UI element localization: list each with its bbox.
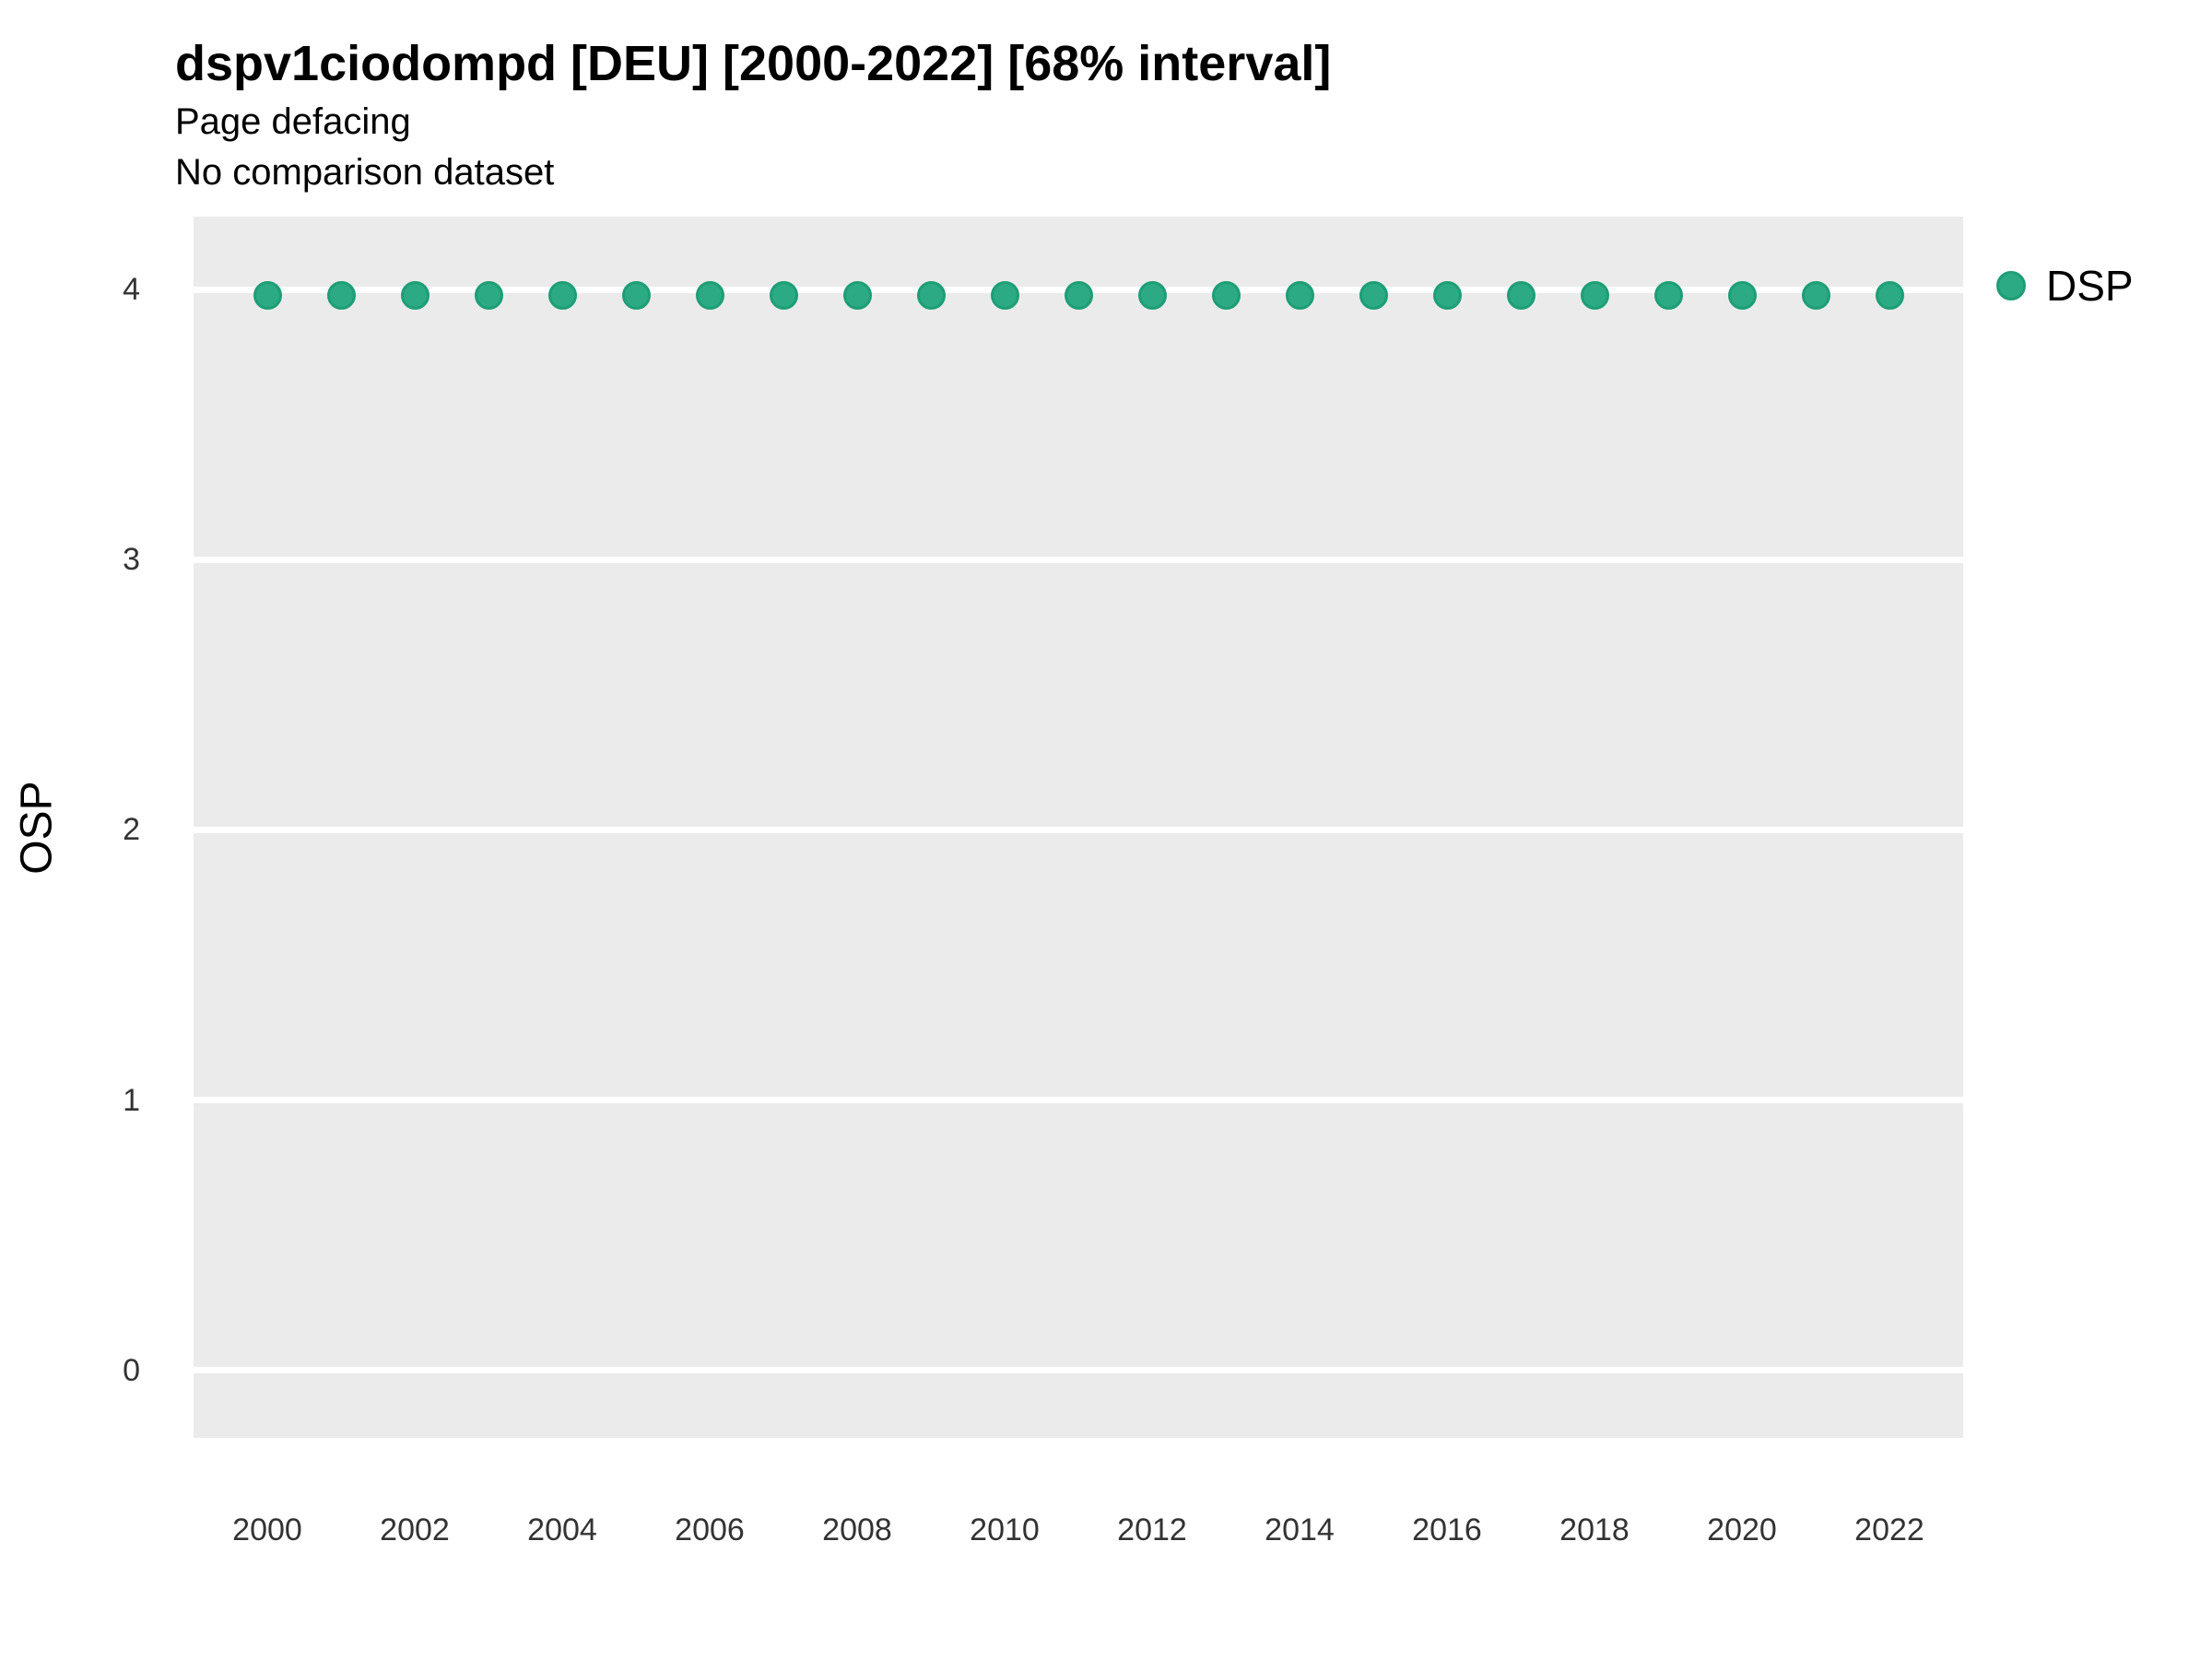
y-tick-label: 4 [123,272,140,308]
x-tick-label: 2018 [1559,1512,1630,1547]
x-tick-label: 2008 [822,1512,892,1547]
gridline-y-0 [194,1367,1963,1374]
data-point-2009 [916,280,946,310]
x-tick-label: 2010 [970,1512,1040,1547]
data-point-2006 [695,280,724,310]
legend: DSP [1996,261,2134,311]
data-point-2005 [621,280,651,310]
data-point-2018 [1580,280,1609,310]
legend-point-icon [1996,271,2026,300]
data-point-2001 [326,280,356,310]
y-tick-label: 2 [123,812,140,848]
x-tick-label: 2000 [232,1512,302,1547]
x-tick-label: 2014 [1265,1512,1335,1547]
x-tick-label: 2022 [1854,1512,1924,1547]
data-point-2015 [1359,280,1388,310]
data-point-2021 [1801,280,1830,310]
data-point-2017 [1506,280,1535,310]
data-point-2008 [842,280,872,310]
legend-label: DSP [2046,262,2134,310]
x-tick-label: 2004 [527,1512,597,1547]
gridline-y-2 [194,826,1963,833]
x-tick-label: 2006 [675,1512,745,1547]
data-point-2020 [1727,280,1757,310]
x-tick-label: 2016 [1412,1512,1482,1547]
data-point-2003 [474,280,503,310]
data-point-2011 [1064,280,1093,310]
y-tick-label: 1 [123,1082,140,1118]
chart-subtitle: Page defacing [175,101,411,142]
data-point-2014 [1285,280,1314,310]
x-tick-label: 2020 [1707,1512,1777,1547]
data-point-2010 [990,280,1019,310]
data-point-2002 [400,280,429,310]
x-tick-label: 2002 [380,1512,450,1547]
data-point-2013 [1211,280,1241,310]
chart-title: dspv1ciodompd [DEU] [2000-2022] [68% int… [175,36,1332,91]
y-tick-label: 0 [123,1352,140,1388]
data-point-2019 [1653,280,1683,310]
gridline-y-1 [194,1097,1963,1104]
gridline-y-3 [194,556,1963,563]
plot-panel [194,217,1963,1438]
data-point-2000 [253,280,282,310]
y-tick-label: 3 [123,542,140,578]
data-point-2022 [1875,280,1904,310]
data-point-2016 [1432,280,1462,310]
data-point-2007 [769,280,798,310]
data-point-2004 [547,280,577,310]
x-tick-label: 2012 [1117,1512,1187,1547]
data-point-2012 [1137,280,1167,310]
chart-note: No comparison dataset [175,152,555,193]
